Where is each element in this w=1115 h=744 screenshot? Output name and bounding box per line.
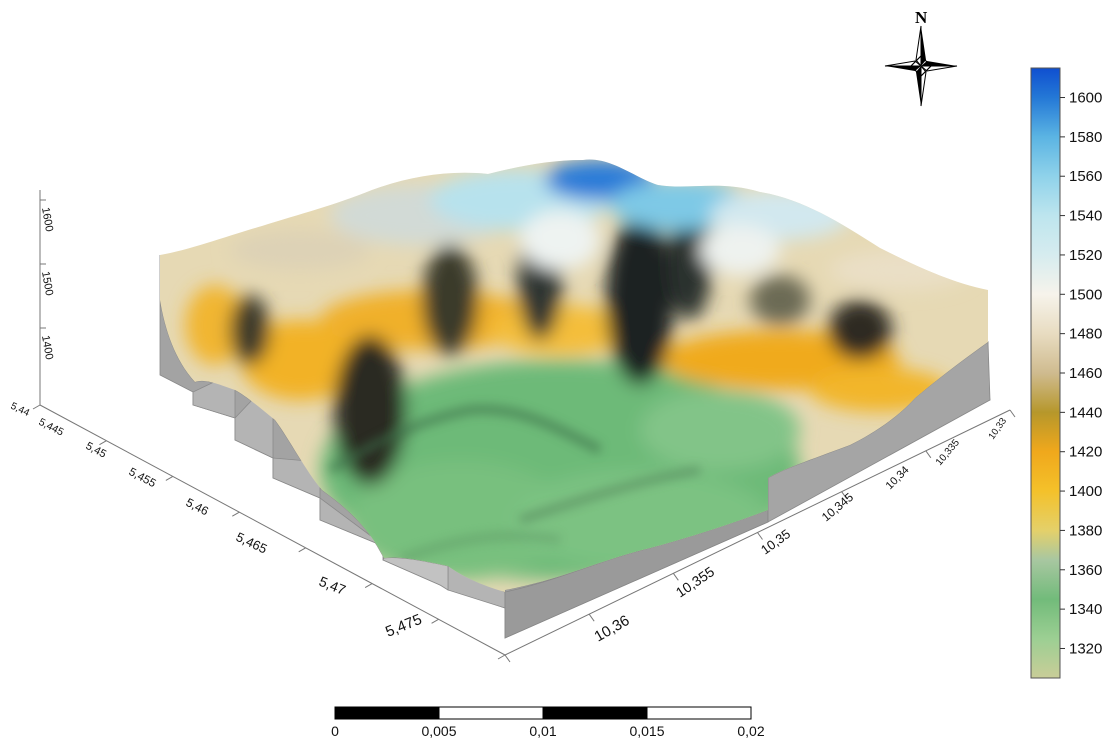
lat-label-2: 5,45: [84, 440, 109, 461]
scale-seg-3: [646, 706, 752, 720]
lon-tick: [588, 613, 595, 622]
terrain-front-gap: [382, 557, 449, 591]
colorbar-label-1600: 1600: [1069, 90, 1102, 107]
colorbar-label-1520: 1520: [1069, 247, 1102, 264]
lat-tick: [298, 547, 306, 553]
axis-ticks: [32, 199, 1016, 663]
z-label-1600: 1600: [39, 206, 55, 232]
scale-label-4: 0,02: [737, 723, 764, 739]
lon-tick: [504, 654, 511, 663]
colorbar-label-1440: 1440: [1069, 404, 1102, 421]
colorbar-label-1560: 1560: [1069, 168, 1102, 185]
scale-seg-0: [334, 706, 440, 720]
colorbar-label-1580: 1580: [1069, 129, 1102, 146]
colorbar-label-1320: 1320: [1069, 640, 1102, 657]
north-arrow-icon: [884, 25, 958, 107]
lon-label-2: 10,35: [758, 526, 793, 557]
colorbar-label-1360: 1360: [1069, 562, 1102, 579]
colorbar-ticks: 1600 1580 1560 1540 1520 1500 1480 1460 1440 1420…: [1060, 90, 1102, 657]
lat-label-6: 5,47: [317, 573, 348, 598]
scale-label-1: 0,005: [421, 723, 456, 739]
colorbar: 1600 1580 1560 1540 1520 1500 1480 1460 1440 1420…: [1030, 67, 1102, 679]
lat-tick: [165, 475, 174, 481]
scale-seg-2: [542, 706, 648, 720]
lon-label-3: 10,345: [819, 490, 856, 525]
lon-tick: [672, 573, 679, 581]
colorbar-label-1340: 1340: [1069, 601, 1102, 618]
lon-tick: [841, 491, 848, 499]
lat-label-4: 5,46: [184, 495, 211, 518]
north-label: N: [915, 8, 928, 27]
lat-tick: [99, 440, 107, 446]
scale-label-2: 0,01: [529, 723, 556, 739]
lon-label-4: 10,34: [884, 464, 912, 492]
scale-label-0: 0: [331, 723, 339, 739]
lat-label-3: 5,455: [127, 466, 158, 490]
colorbar-label-1480: 1480: [1069, 326, 1102, 343]
lat-tick: [232, 511, 240, 517]
lon-tick: [925, 450, 932, 459]
lat-axis: [39, 404, 506, 656]
lat-tick: [32, 404, 41, 410]
lat-tick: [431, 618, 439, 624]
colorbar-label-1420: 1420: [1069, 444, 1102, 461]
terrain-left-wall-steps: [192, 371, 506, 609]
scale-label-3: 0,015: [629, 723, 664, 739]
lon-label-1: 10,355: [673, 563, 718, 600]
lon-label-5: 10,335: [934, 437, 962, 468]
colorbar-swatch: [1030, 67, 1061, 679]
lon-tick: [757, 532, 763, 540]
lat-label-5: 5,465: [234, 529, 270, 556]
colorbar-label-1400: 1400: [1069, 483, 1102, 500]
colorbar-label-1540: 1540: [1069, 208, 1102, 225]
terrain-surface: [160, 159, 988, 592]
colorbar-label-1500: 1500: [1069, 286, 1102, 303]
scale-bar: 0 0,005 0,01 0,015 0,02: [331, 706, 765, 739]
colorbar-label-1380: 1380: [1069, 522, 1102, 539]
z-label-1500: 1500: [39, 270, 55, 296]
lat-tick: [497, 654, 506, 660]
lat-tick: [364, 583, 373, 589]
lat-label-1: 5,445: [37, 416, 66, 439]
colorbar-label-1460: 1460: [1069, 365, 1102, 382]
lat-label-7: 5,475: [383, 611, 424, 641]
lat-label-0: 5,44: [9, 401, 32, 419]
lon-tick: [1009, 409, 1016, 418]
z-label-1400: 1400: [39, 334, 55, 360]
lon-label-0: 10,36: [592, 612, 633, 645]
scale-seg-1: [438, 706, 544, 720]
